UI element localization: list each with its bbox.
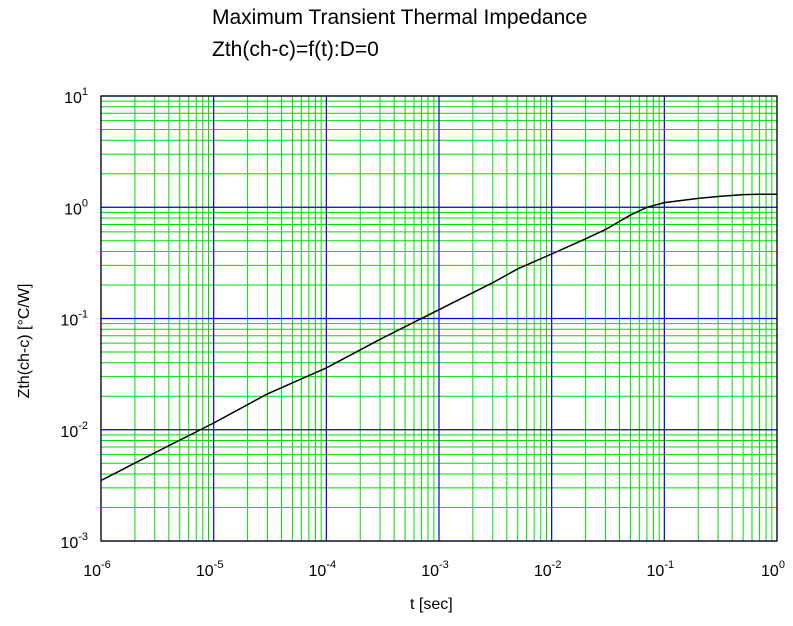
y-tick-label: 10-1	[60, 309, 88, 330]
y-tick-label: 10-3	[60, 531, 88, 552]
x-tick-label: 10-1	[647, 559, 675, 580]
plot-frame	[100, 95, 778, 542]
chart-subtitle: Zth(ch-c)=f(t):D=0	[212, 38, 379, 61]
x-tick-label: 10-2	[534, 559, 562, 580]
x-tick-label: 100	[761, 559, 785, 580]
y-axis-label: Zth(ch-c) [°C/W]	[16, 283, 33, 399]
x-tick-label: 10-6	[83, 559, 111, 580]
x-tick-label: 10-5	[196, 559, 224, 580]
grid	[100, 95, 778, 542]
chart-title: Maximum Transient Thermal Impedance	[212, 6, 588, 29]
x-tick-labels: 10-6 10-5 10-4 10-3 10-2 10-1 100	[83, 559, 785, 580]
y-tick-label: 101	[64, 86, 88, 107]
x-tick-label: 10-3	[421, 559, 449, 580]
y-tick-label: 100	[64, 197, 88, 218]
curve-layer	[100, 193, 777, 482]
series-line-0	[100, 193, 777, 482]
y-tick-label: 10-2	[60, 420, 88, 441]
y-tick-labels: 10-3 10-2 10-1 100 101	[60, 86, 88, 552]
x-tick-label: 10-4	[309, 559, 337, 580]
x-axis-label: t [sec]	[410, 596, 453, 613]
